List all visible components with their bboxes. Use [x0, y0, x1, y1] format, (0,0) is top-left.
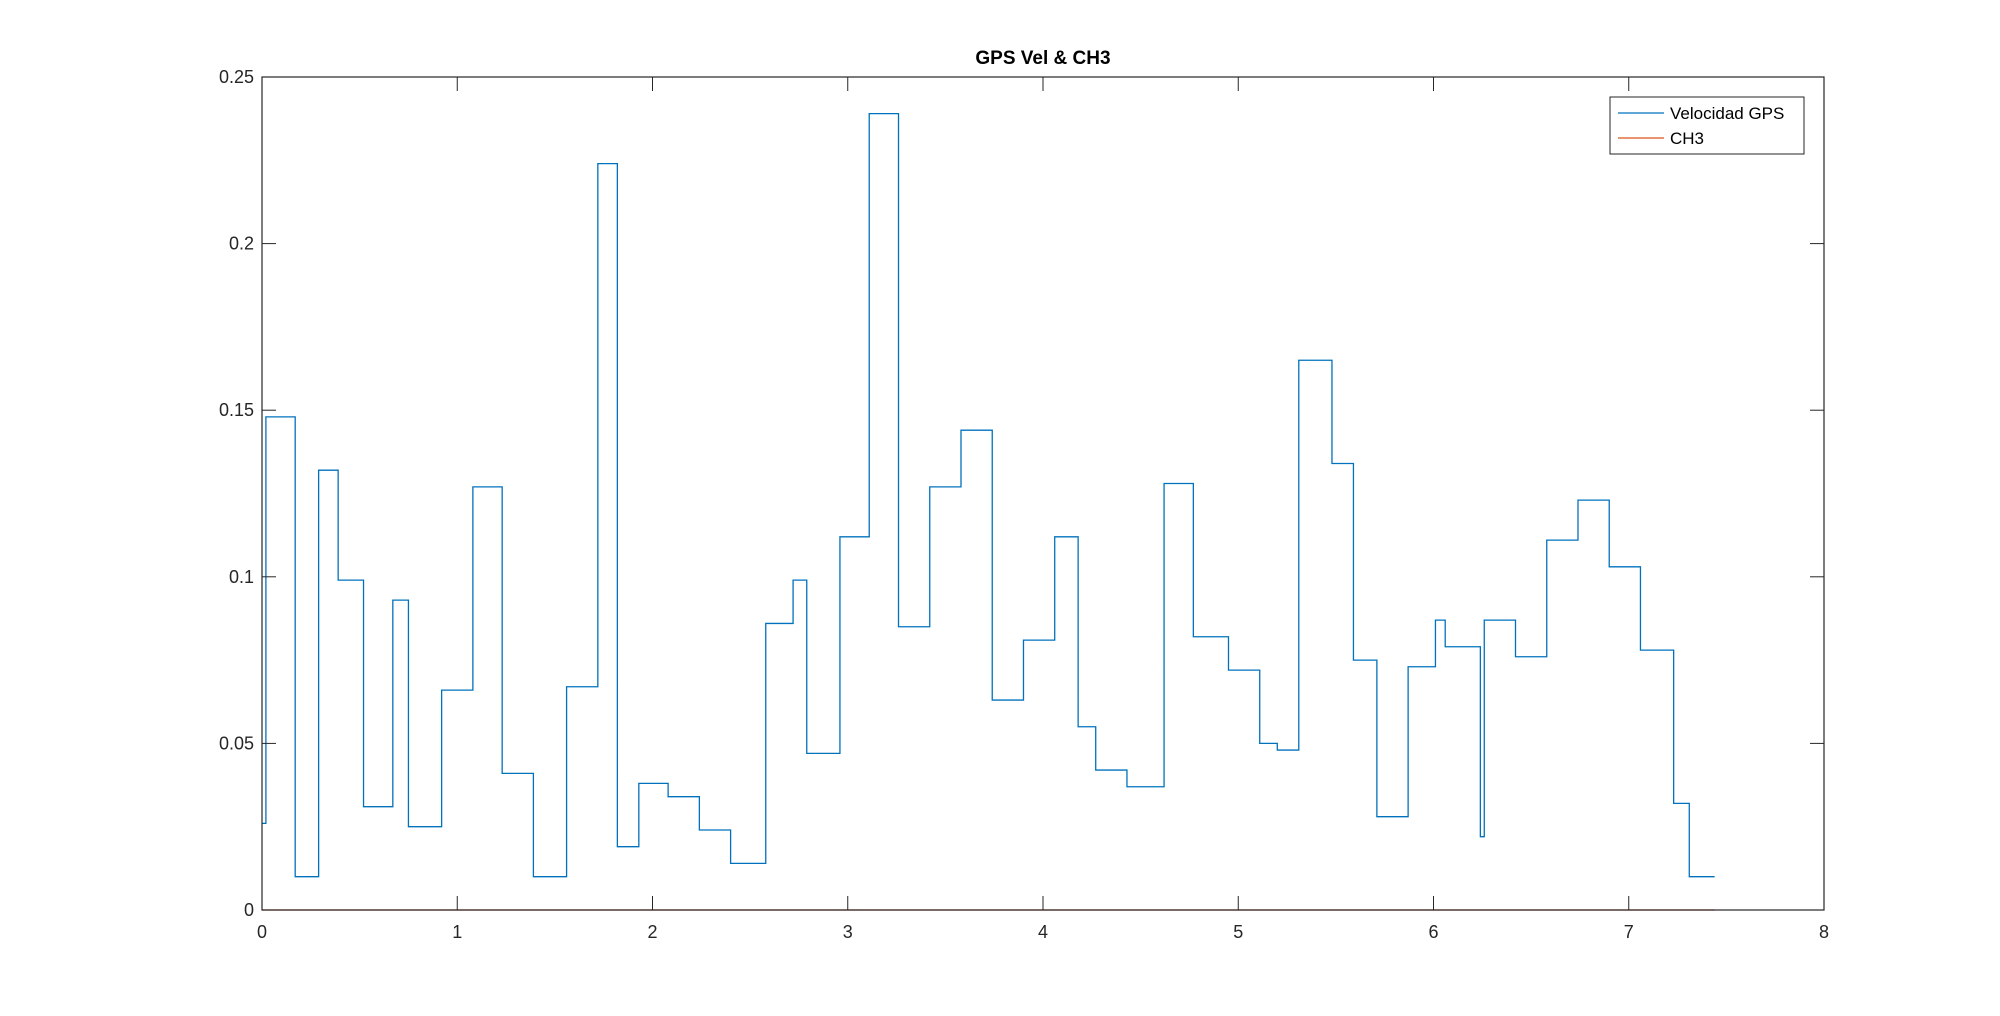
y-tick-label: 0.1: [229, 567, 254, 587]
x-tick-label: 0: [257, 922, 267, 942]
legend-label: CH3: [1670, 129, 1704, 148]
legend-label: Velocidad GPS: [1670, 104, 1784, 123]
plot-area: [262, 77, 1824, 910]
y-tick-label: 0: [244, 900, 254, 920]
ticks-layer: 0 1 2 3 4 5 6 7 8 0 0.05 0.1 0.15 0.2 0.25: [219, 67, 1829, 942]
x-tick-label: 3: [843, 922, 853, 942]
y-tick-label: 0.25: [219, 67, 254, 87]
x-tick-label: 1: [452, 922, 462, 942]
chart-title: GPS Vel & CH3: [975, 48, 1110, 69]
x-tick-label: 4: [1038, 922, 1048, 942]
y-tick-label: 0.2: [229, 234, 254, 254]
x-tick-label: 7: [1624, 922, 1634, 942]
series-line-velocidad-gps: [262, 113, 1715, 878]
y-tick-label: 0.15: [219, 400, 254, 420]
legend-box: [1609, 96, 1805, 155]
legend[interactable]: Velocidad GPS CH3: [1609, 96, 1805, 155]
x-tick-label: 5: [1233, 922, 1243, 942]
x-tick-label: 8: [1819, 922, 1829, 942]
x-tick-label: 2: [647, 922, 657, 942]
y-tick-label: 0.05: [219, 733, 254, 753]
x-tick-label: 6: [1428, 922, 1438, 942]
